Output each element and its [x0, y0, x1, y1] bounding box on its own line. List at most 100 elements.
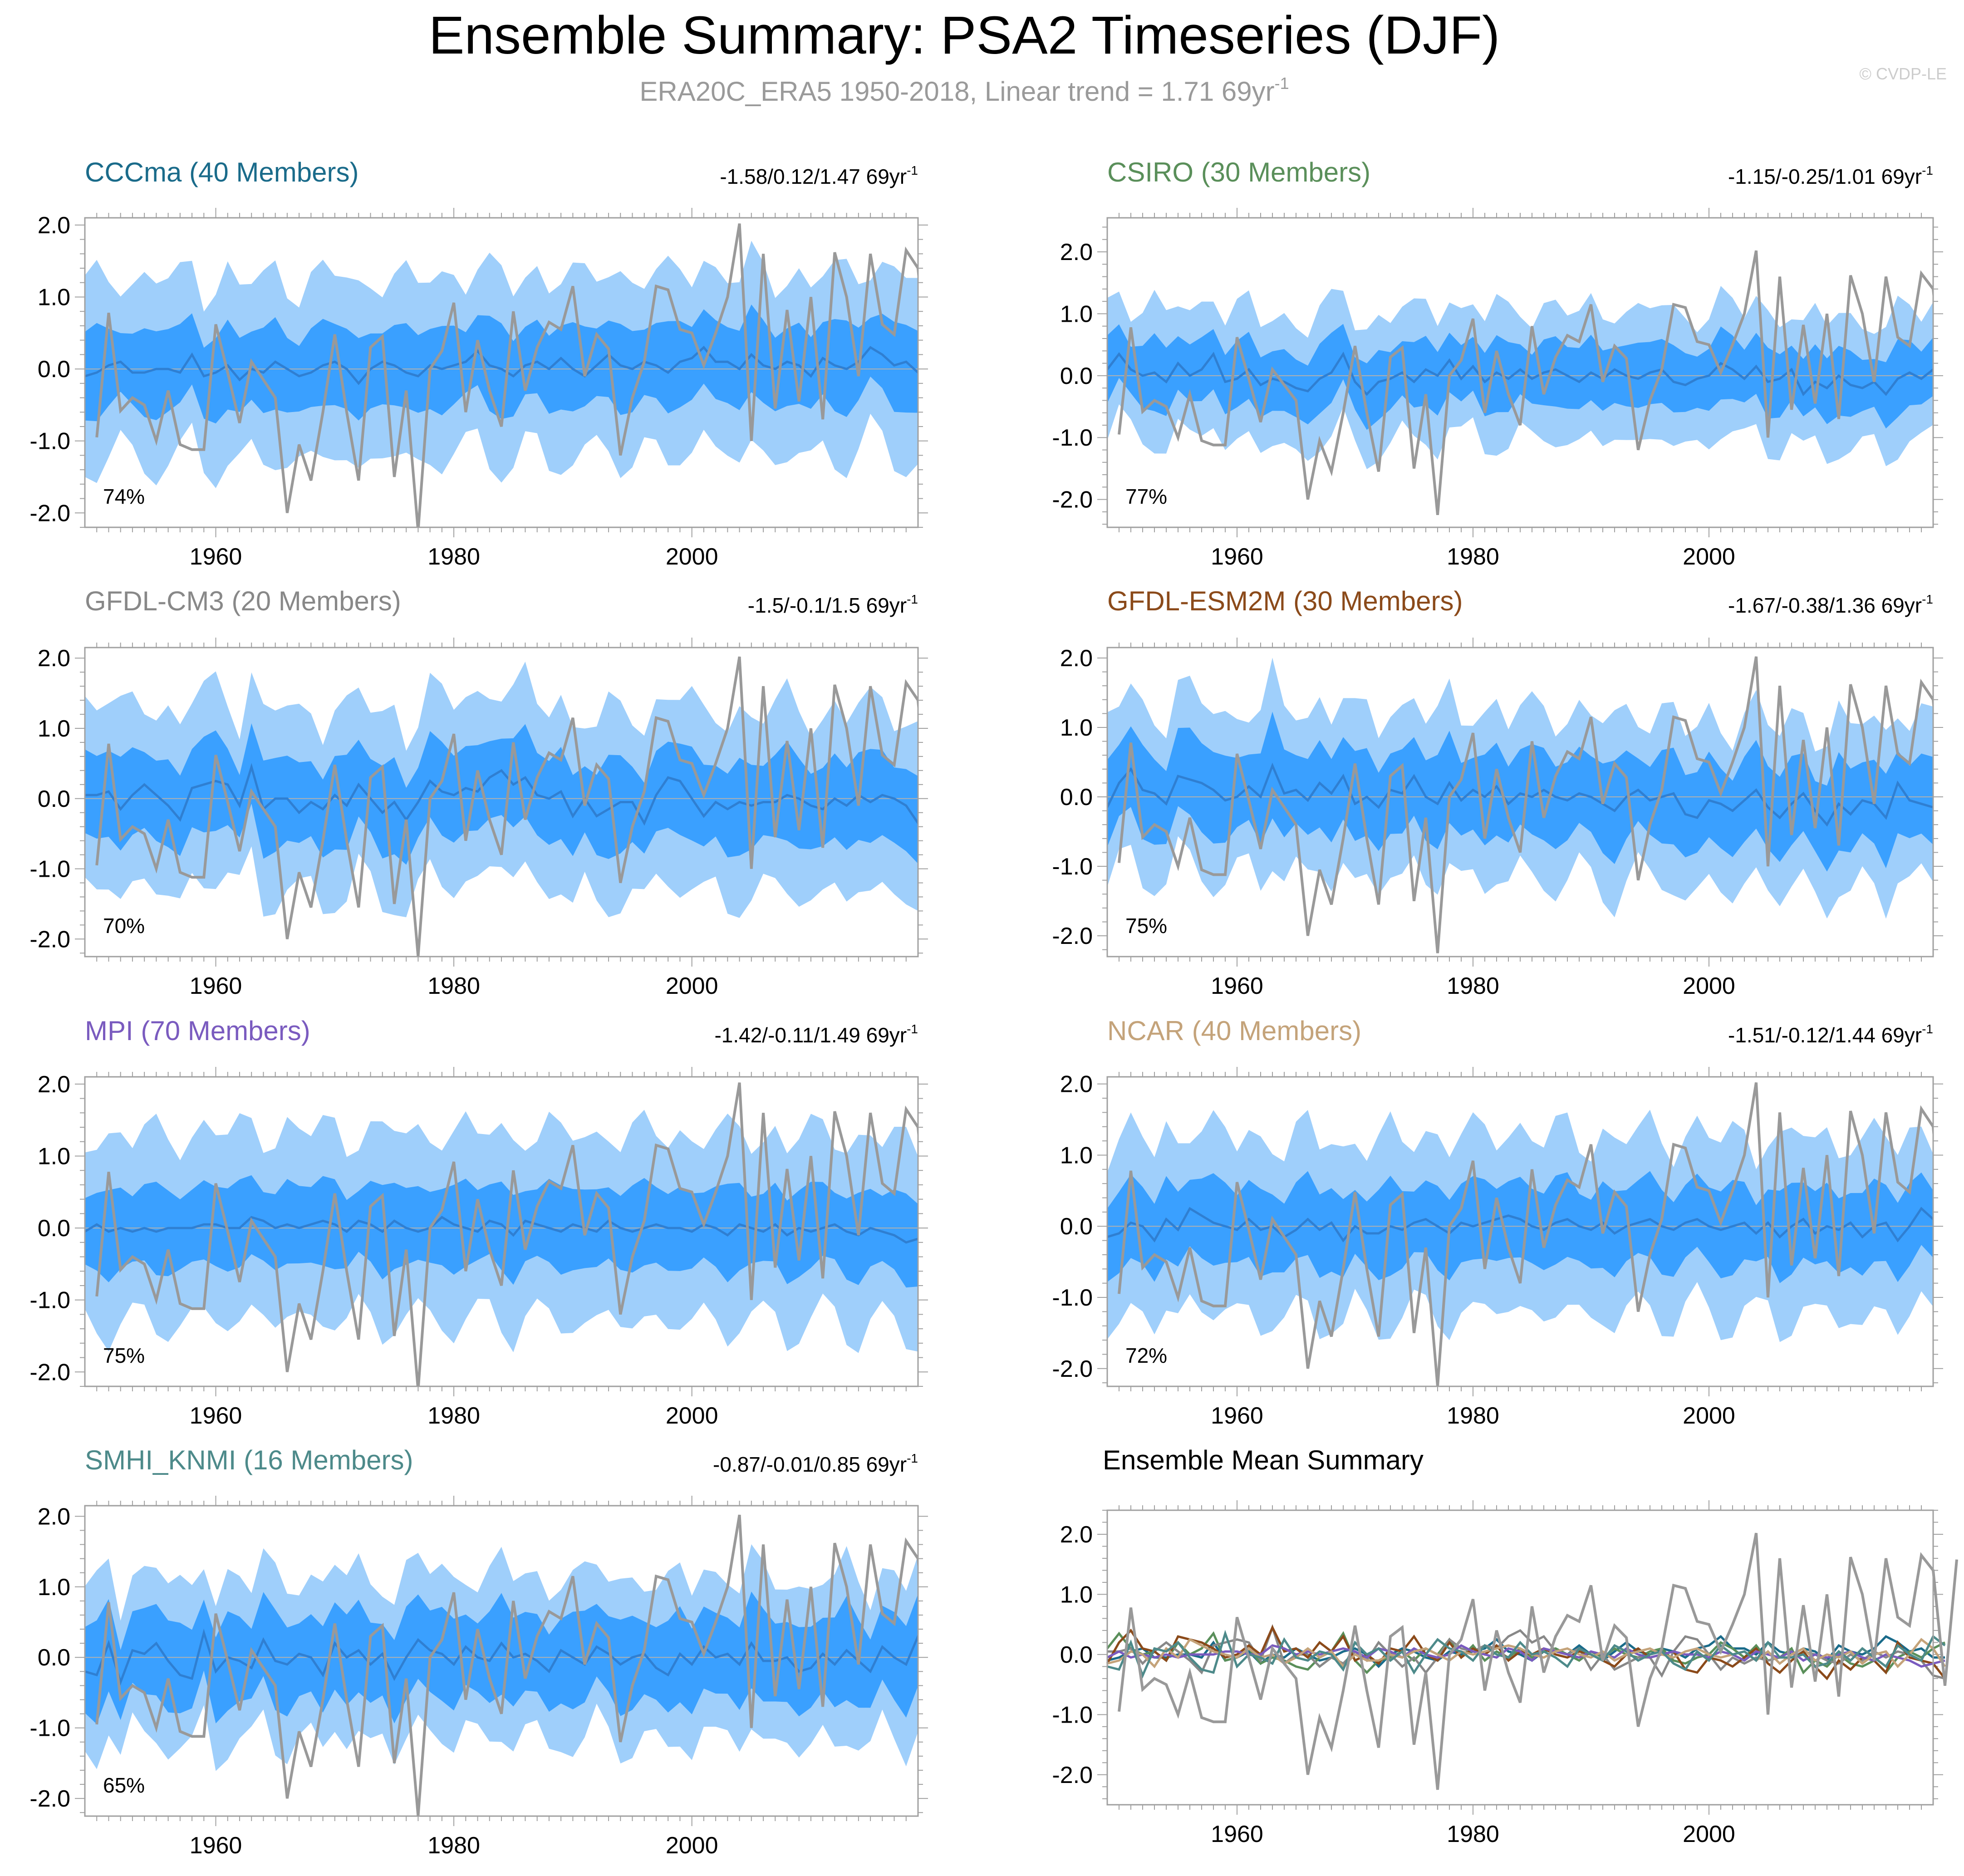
plot-frame — [84, 1076, 919, 1387]
panel-title: CCCma (40 Members) — [85, 157, 358, 187]
x-tick-label: 1980 — [427, 544, 480, 570]
y-tick-label: 0.0 — [1060, 1642, 1093, 1668]
ensemble-inner-band — [85, 1175, 918, 1288]
y-tick-label: 2.0 — [1060, 1522, 1093, 1548]
panel-stats-superscript: -1 — [907, 1451, 918, 1465]
y-tick-label: -1.0 — [29, 1715, 70, 1742]
y-tick-label: -2.0 — [1052, 1356, 1093, 1382]
panel-cccma: 1960 1980 2000 -2.0 -1.0 0.0 1.0 2.0 CCCma (40 M… — [29, 157, 928, 570]
observation-line — [1118, 250, 1933, 516]
x-tick-label: 1960 — [1211, 544, 1263, 570]
panel-percent: 72% — [1125, 1344, 1167, 1367]
x-tick-label: 2000 — [666, 1403, 718, 1429]
panel-stats: -1.58/0.12/1.47 69yr-1 — [720, 163, 918, 188]
summary-observation-line — [1118, 1532, 1958, 1790]
panel-percent: 77% — [1125, 485, 1167, 508]
x-tick-label: 2000 — [1683, 973, 1735, 999]
panel-stats-text: -1.67/-0.38/1.36 69yr — [1728, 594, 1922, 617]
panel-title: MPI (70 Members) — [85, 1016, 310, 1046]
subtitle-text: ERA20C_ERA5 1950-2018, Linear trend = 1.… — [639, 76, 1274, 107]
panel-stats-superscript: -1 — [1922, 1022, 1933, 1036]
panel-stats: -1.67/-0.38/1.36 69yr-1 — [1728, 592, 1933, 617]
x-tick-label: 1980 — [1447, 1821, 1499, 1847]
panel-stats: -1.15/-0.25/1.01 69yr-1 — [1728, 163, 1933, 188]
subtitle-superscript: -1 — [1275, 74, 1289, 93]
panel-percent: 75% — [103, 1344, 145, 1367]
y-tick-label: 2.0 — [38, 645, 70, 672]
plot-frame — [1106, 647, 1934, 958]
y-tick-label: 0.0 — [1060, 1213, 1093, 1240]
panel-percent: 65% — [103, 1773, 145, 1797]
y-tick-label: 1.0 — [1060, 301, 1093, 327]
panel-stats-text: -1.42/-0.11/1.49 69yr — [714, 1023, 907, 1047]
credit-label: © CVDP-LE — [1859, 64, 1947, 83]
y-tick-label: 0.0 — [38, 786, 70, 812]
x-tick-label: 1980 — [427, 1832, 480, 1859]
panel-title: Ensemble Mean Summary — [1103, 1445, 1424, 1475]
plot-frame — [84, 217, 919, 528]
panel-stats-superscript: -1 — [907, 163, 918, 177]
ensemble-inner-band — [85, 304, 918, 424]
x-tick-label: 2000 — [1683, 1821, 1735, 1847]
panel-csiro: 1960 1980 2000 -2.0 -1.0 0.0 1.0 2.0 CSIRO (30 M… — [1052, 157, 1943, 570]
plot-frame — [84, 1505, 919, 1817]
x-tick-label: 2000 — [666, 1832, 718, 1859]
y-tick-label: -2.0 — [1052, 487, 1093, 513]
x-tick-label: 2000 — [1683, 544, 1735, 570]
panel-title: SMHI_KNMI (16 Members) — [85, 1445, 413, 1475]
panel-stats-text: -1.15/-0.25/1.01 69yr — [1728, 165, 1922, 188]
x-tick-label: 1960 — [1211, 1821, 1263, 1847]
y-tick-label: 2.0 — [38, 212, 70, 239]
y-tick-label: -1.0 — [1052, 854, 1093, 880]
panel-mpi: 1960 1980 2000 -2.0 -1.0 0.0 1.0 2.0 MPI (70 Mem… — [29, 1016, 928, 1429]
ensemble-inner-band — [85, 1591, 918, 1724]
y-tick-label: 0.0 — [1060, 784, 1093, 810]
observation-line — [95, 656, 918, 957]
observation-line — [95, 223, 918, 527]
panel-stats-superscript: -1 — [1922, 592, 1933, 606]
panel-ensemble-mean-summary: 1960 1980 2000 -2.0 -1.0 0.0 1.0 2.0 Ensemble Me… — [1052, 1445, 1958, 1847]
x-tick-label: 1980 — [1447, 544, 1499, 570]
y-tick-label: 1.0 — [38, 716, 70, 742]
ensemble-inner-band — [1107, 324, 1933, 430]
y-tick-label: 0.0 — [1060, 363, 1093, 389]
x-tick-label: 1980 — [427, 1403, 480, 1429]
panel-smhi-knmi: 1960 1980 2000 -2.0 -1.0 0.0 1.0 2.0 SMHI_KNMI (… — [29, 1445, 928, 1859]
y-tick-label: 0.0 — [38, 1215, 70, 1242]
y-tick-label: 1.0 — [38, 284, 70, 310]
y-tick-label: -2.0 — [29, 926, 70, 953]
panel-stats-superscript: -1 — [907, 1022, 918, 1036]
plot-frame — [1106, 1509, 1934, 1806]
y-tick-label: -1.0 — [1052, 425, 1093, 451]
y-tick-label: 0.0 — [38, 1645, 70, 1671]
y-tick-label: -1.0 — [29, 1287, 70, 1314]
ensemble-inner-band — [1107, 1171, 1933, 1283]
y-tick-label: -2.0 — [29, 1359, 70, 1385]
y-tick-label: 1.0 — [38, 1143, 70, 1169]
panel-gfdl-cm3: 1960 1980 2000 -2.0 -1.0 0.0 1.0 2.0 GFDL-CM3 (2… — [29, 586, 928, 999]
observation-line — [1118, 656, 1933, 953]
x-tick-label: 1960 — [1211, 973, 1263, 999]
panel-title: GFDL-ESM2M (30 Members) — [1107, 586, 1463, 616]
y-tick-label: -1.0 — [1052, 1702, 1093, 1728]
y-tick-label: 1.0 — [1060, 715, 1093, 741]
observation-line — [95, 1514, 918, 1816]
plot-frame — [84, 647, 919, 958]
y-tick-label: -2.0 — [29, 1786, 70, 1812]
figure-title: Ensemble Summary: PSA2 Timeseries (DJF) — [429, 5, 1500, 65]
panel-stats-text: -1.5/-0.1/1.5 69yr — [748, 594, 907, 617]
y-tick-label: -2.0 — [29, 500, 70, 526]
x-tick-label: 1960 — [190, 544, 242, 570]
x-tick-label: 2000 — [1683, 1403, 1735, 1429]
panel-title: CSIRO (30 Members) — [1107, 157, 1370, 187]
ensemble-inner-band — [85, 723, 918, 865]
ensemble-inner-band — [1107, 712, 1933, 872]
figure-subtitle: ERA20C_ERA5 1950-2018, Linear trend = 1.… — [639, 74, 1289, 107]
panel-stats-superscript: -1 — [907, 592, 918, 606]
y-tick-label: -1.0 — [1052, 1285, 1093, 1311]
panel-stats: -0.87/-0.01/0.85 69yr-1 — [713, 1451, 918, 1476]
ensemble-mean-line — [85, 763, 918, 826]
observation-line — [95, 1082, 918, 1386]
